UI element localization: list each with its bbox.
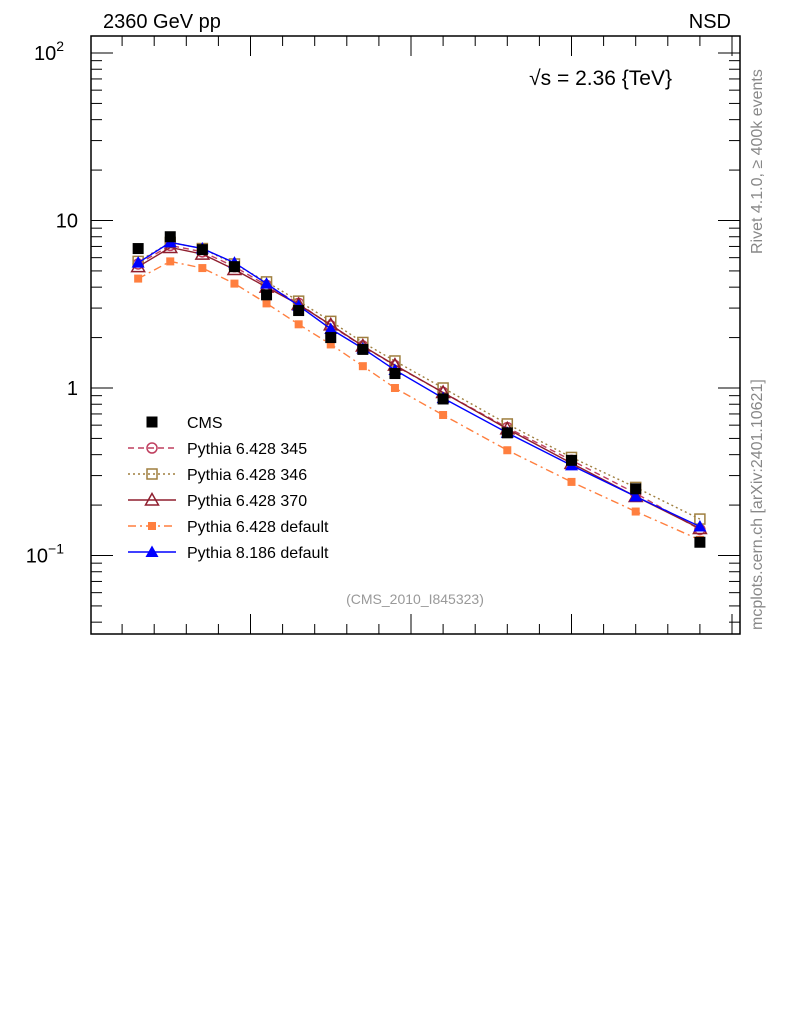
series-cms [132, 231, 706, 548]
data-point [389, 368, 401, 380]
data-point [357, 343, 369, 355]
data-point [437, 393, 449, 405]
energy-label: √s = 2.36 {TeV} [529, 67, 672, 90]
data-point [260, 277, 274, 289]
legend-marker [146, 442, 158, 454]
data-point [566, 454, 577, 466]
data-point [261, 289, 273, 301]
y-tick-base: 10 [34, 43, 56, 65]
y-tick-label: 10−1 [26, 541, 64, 568]
y-tick-label: 10 [56, 211, 78, 233]
mcplots-label: mcplots.cern.ch [arXiv:2401.10621] [749, 379, 766, 630]
data-point [630, 483, 642, 495]
legend-entry: Pythia 8.186 default [128, 545, 329, 562]
data-point [567, 477, 576, 486]
data-point [293, 305, 305, 317]
data-point [164, 231, 176, 243]
data-point [228, 261, 240, 273]
y-tick-exponent: 2 [56, 38, 64, 54]
plot-frame [90, 35, 741, 635]
data-point [262, 299, 271, 308]
legend: CMS Pythia 6.428 345 Pythia 6.428 346 Pythi… [128, 415, 329, 562]
y-tick-label: 102 [34, 38, 64, 65]
axis-ticks [91, 36, 740, 634]
data-point [503, 446, 512, 455]
legend-label: Pythia 6.428 default [187, 519, 329, 536]
data-point [198, 264, 207, 273]
series-line [137, 260, 701, 541]
y-tick-base: 1 [67, 378, 78, 400]
data-point [629, 490, 643, 502]
rivet-label: Rivet 4.1.0, ≥ 400k events [749, 69, 766, 254]
legend-marker [148, 522, 156, 530]
data-point [325, 332, 337, 344]
y-tick-base: 10 [26, 546, 48, 568]
data-point [196, 244, 208, 256]
legend-entry: Pythia 6.428 346 [128, 467, 307, 484]
data-point [358, 362, 367, 371]
series-pythia-6-428-345 [132, 239, 706, 536]
data-point [326, 340, 335, 349]
header-left-label: 2360 GeV pp [103, 11, 221, 33]
header-right-label: NSD [689, 11, 731, 33]
data-point [230, 279, 239, 288]
data-point [390, 384, 399, 392]
legend-marker [146, 416, 158, 428]
legend-entry: Pythia 6.428 370 [128, 491, 307, 510]
data-point [166, 257, 175, 266]
data-point [294, 320, 303, 329]
legend-marker [144, 491, 160, 506]
legend-marker [145, 545, 159, 557]
legend-label: Pythia 8.186 default [187, 545, 329, 562]
data-point [694, 536, 706, 548]
legend-marker [146, 468, 158, 480]
legend-entry: CMS [146, 415, 223, 432]
data-point [134, 274, 143, 283]
y-tick-label: 1 [67, 378, 78, 400]
data-point [693, 519, 707, 532]
data-point [439, 410, 448, 419]
y-tick-base: 10 [56, 211, 78, 233]
legend-label: Pythia 6.428 370 [187, 493, 307, 510]
legend-entry: Pythia 6.428 345 [128, 441, 307, 458]
analysis-id-label: (CMS_2010_I845323) [346, 591, 484, 607]
data-point [131, 256, 145, 268]
series-layer [130, 231, 708, 548]
legend-label: Pythia 6.428 345 [187, 441, 307, 458]
legend-entry: Pythia 6.428 default [128, 519, 329, 536]
series-pythia-8-186-default [131, 235, 707, 532]
y-tick-exponent: −1 [48, 541, 64, 557]
data-point [501, 427, 513, 439]
data-point [132, 243, 144, 255]
legend-label: Pythia 6.428 346 [187, 467, 307, 484]
data-point [324, 322, 338, 335]
legend-label: CMS [187, 415, 223, 432]
data-point [631, 507, 640, 516]
